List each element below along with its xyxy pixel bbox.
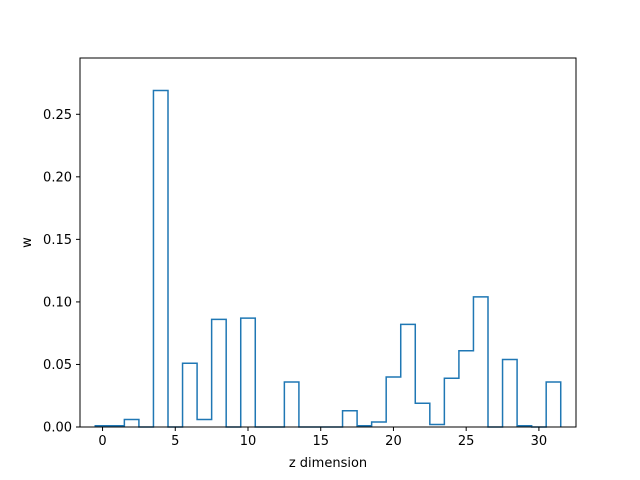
x-tick-label: 25	[458, 434, 475, 449]
y-tick-label: 0.10	[43, 295, 72, 310]
y-tick-label: 0.20	[43, 170, 72, 185]
plot-area	[80, 58, 576, 427]
y-axis-label: w	[20, 237, 35, 248]
y-tick-label: 0.25	[43, 108, 72, 123]
plot-frame	[79, 57, 577, 428]
y-axis: 0.00 0.05 0.10 0.15 0.20 0.25	[43, 108, 80, 436]
x-tick-label: 20	[385, 434, 402, 449]
x-tick-label: 15	[312, 434, 329, 449]
x-tick-label: 30	[531, 434, 548, 449]
y-tick-label: 0.15	[43, 233, 72, 248]
y-tick-label: 0.05	[43, 358, 72, 373]
x-tick-label: 5	[171, 434, 179, 449]
x-tick-label: 0	[98, 434, 106, 449]
y-tick-label: 0.00	[43, 421, 72, 436]
x-axis-label: z dimension	[289, 456, 367, 471]
x-tick-label: 10	[240, 434, 257, 449]
x-axis: 0 5 10 15 20 25 30	[98, 427, 547, 449]
